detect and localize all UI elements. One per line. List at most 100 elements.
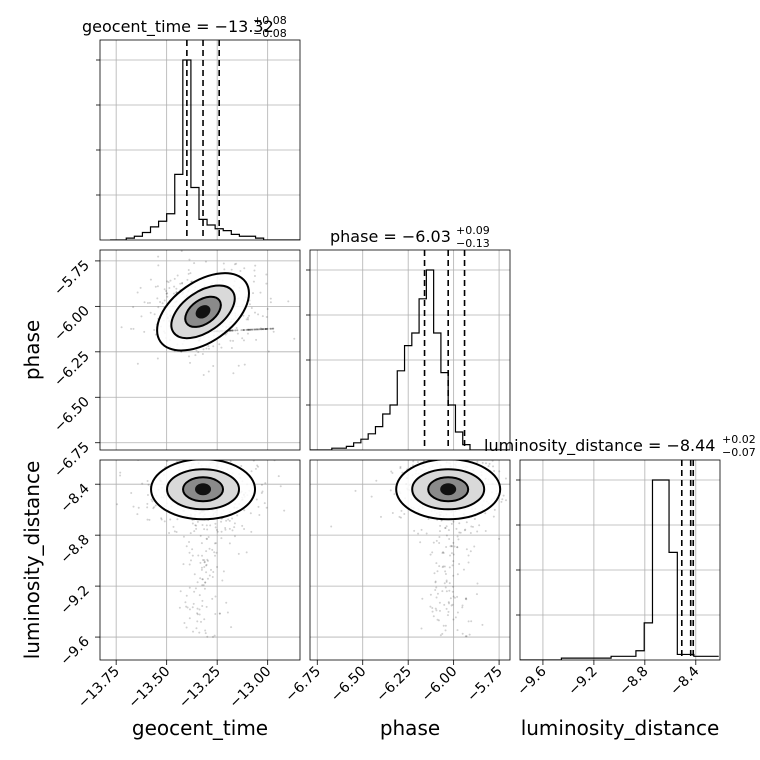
- scatter-point: [447, 610, 450, 613]
- tick-label-x-luminosity-distance: −9.6: [514, 663, 549, 698]
- scatter-point: [146, 518, 149, 521]
- scatter-point: [214, 595, 217, 598]
- scatter-point: [227, 518, 230, 521]
- hist-panel-luminosity-distance: [516, 459, 721, 661]
- scatter-point: [198, 631, 201, 634]
- scatter-point: [427, 518, 430, 521]
- scatter-point: [141, 482, 144, 485]
- scatter-point: [257, 328, 260, 331]
- scatter-point: [161, 302, 164, 305]
- scatter-point: [189, 559, 192, 562]
- scatter-point: [172, 292, 175, 295]
- scatter-point: [427, 455, 429, 457]
- scatter-point: [456, 595, 459, 598]
- scatter-point: [451, 564, 454, 567]
- scatter-point: [269, 327, 272, 330]
- scatter-point: [255, 328, 258, 331]
- scatter-point: [166, 292, 169, 295]
- scatter-point: [456, 611, 459, 614]
- scatter-point: [192, 602, 195, 605]
- scatter-point: [445, 607, 448, 610]
- scatter-point: [441, 632, 444, 635]
- scatter-point: [189, 272, 192, 275]
- tick-label-x-phase: −6.00: [419, 664, 461, 706]
- scatter-point: [444, 586, 447, 589]
- scatter-point: [441, 552, 444, 555]
- scatter-point: [502, 494, 505, 497]
- scatter-point: [271, 327, 274, 330]
- hist-phase-frame: [309, 249, 511, 451]
- scatter-point: [191, 554, 194, 557]
- svg-text:geocent_time = −13.32: geocent_time = −13.32: [82, 17, 274, 37]
- scatter-point: [198, 608, 201, 611]
- scatter-point: [444, 629, 447, 632]
- tick-label-y-phase: −6.50: [51, 394, 93, 436]
- scatter-point: [206, 528, 209, 531]
- scatter-point: [269, 301, 272, 304]
- scatter-point: [146, 494, 149, 497]
- scatter-point: [415, 452, 417, 454]
- scatter-point: [254, 467, 257, 470]
- scatter-point: [272, 327, 275, 330]
- scatter-point: [403, 512, 406, 515]
- scatter-point: [194, 524, 197, 527]
- scatter-point: [262, 328, 265, 331]
- scatter-point: [484, 462, 487, 465]
- scatter-point: [513, 468, 515, 470]
- scatter-point: [379, 515, 382, 518]
- tick-label-x-geocent-time: −13.00: [227, 664, 275, 712]
- scatter-point: [235, 329, 238, 332]
- scatter-point: [196, 620, 199, 623]
- title-phase-plus: +0.09: [456, 224, 490, 237]
- scatter-point: [257, 328, 260, 331]
- scatter-point: [452, 541, 455, 544]
- scatter-point: [166, 295, 169, 298]
- scatter-point: [442, 565, 445, 568]
- scatter-point: [247, 328, 250, 331]
- scatter-point: [233, 263, 236, 266]
- scatter-point: [450, 552, 453, 555]
- scatter-point: [185, 545, 188, 548]
- scatter-point: [444, 570, 447, 573]
- scatter-point: [449, 554, 452, 557]
- title-geocent-time-minus: −0.08: [253, 27, 287, 40]
- scatter-point: [429, 605, 432, 608]
- scatter-point: [233, 526, 236, 529]
- scatter-point: [194, 458, 196, 460]
- scatter-point: [234, 329, 237, 332]
- scatter-point: [293, 337, 296, 340]
- scatter-point: [277, 475, 280, 478]
- scatter-point: [120, 326, 123, 329]
- scatter-point: [475, 417, 477, 419]
- scatter-point: [431, 551, 434, 554]
- scatter-point: [461, 456, 463, 458]
- title-geocent-time: geocent_time = −13.32 +0.08 −0.08: [82, 14, 287, 40]
- scatter-point: [444, 527, 447, 530]
- tick-label-x-luminosity-distance: −8.4: [667, 663, 702, 698]
- tick-label-x-phase: −6.50: [328, 664, 370, 706]
- scatter-point: [225, 601, 228, 604]
- scatter-point: [202, 456, 204, 458]
- scatter-point: [283, 509, 286, 512]
- scatter-point: [434, 433, 436, 435]
- scatter-point: [224, 333, 227, 336]
- scatter-point: [132, 505, 135, 508]
- scatter-point: [478, 441, 480, 443]
- scatter-point: [448, 566, 451, 569]
- scatter-point: [433, 572, 436, 575]
- scatter-point: [201, 578, 204, 581]
- scatter-point: [450, 545, 453, 548]
- scatter-point: [214, 542, 217, 545]
- scatter-point: [154, 285, 157, 288]
- scatter-point: [191, 457, 193, 459]
- scatter-point: [265, 273, 268, 276]
- scatter-point: [211, 548, 214, 551]
- scatter-point: [213, 551, 216, 554]
- title-phase: phase = −6.03 +0.09 −0.13: [330, 224, 490, 250]
- scatter-point: [243, 267, 246, 270]
- scatter-point: [173, 277, 176, 280]
- scatter-point: [439, 634, 442, 637]
- scatter-point: [225, 519, 228, 522]
- scatter-point: [233, 535, 236, 538]
- scatter-point: [391, 471, 394, 474]
